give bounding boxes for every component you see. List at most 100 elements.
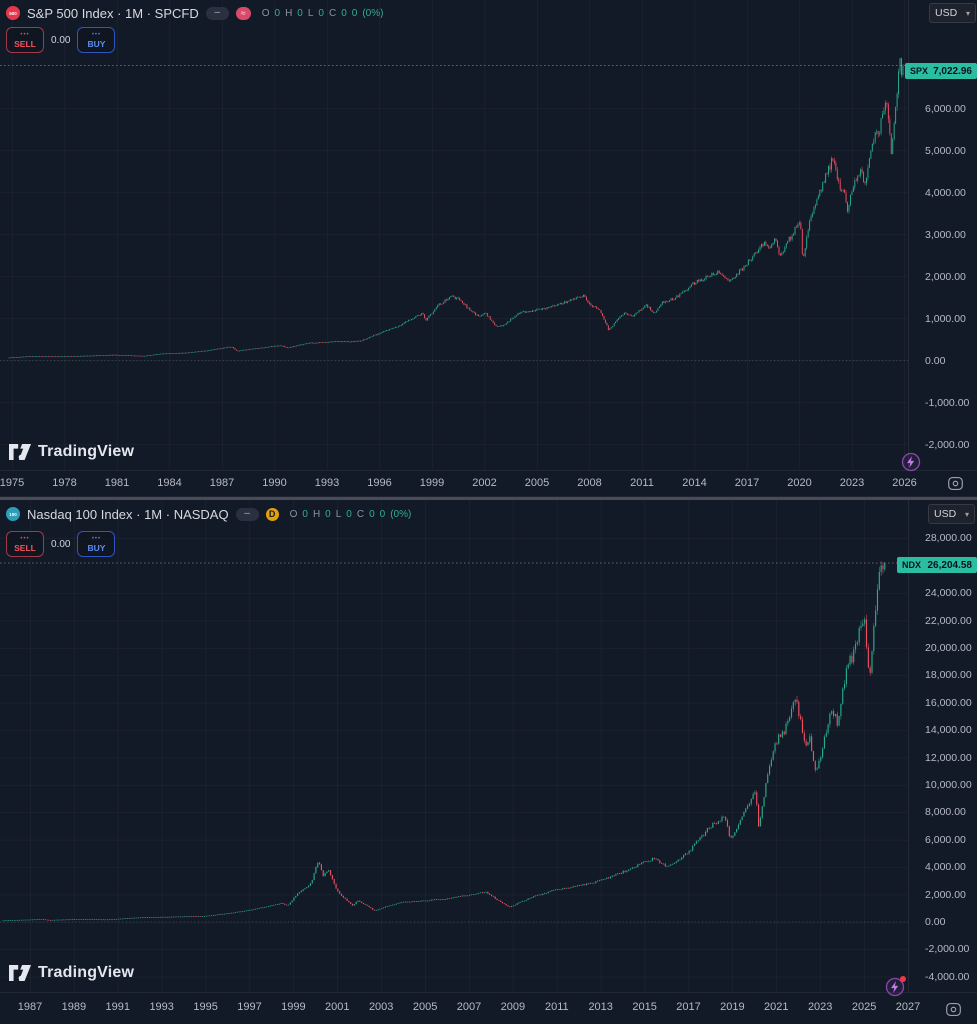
candlestick-chart-sp500[interactable] <box>0 0 908 470</box>
time-tick-label: 2011 <box>630 477 654 489</box>
time-tick-label: 1987 <box>17 1001 43 1013</box>
open-value: 0 <box>274 7 281 19</box>
close-label: C <box>356 508 365 520</box>
time-tick-label: 1995 <box>193 1001 218 1013</box>
buy-button[interactable]: ••• BUY <box>77 27 116 53</box>
sell-button[interactable]: ••• SELL <box>6 531 44 557</box>
time-tick-label: 1999 <box>281 1001 306 1013</box>
price-axis[interactable]: 6,000.00 5,000.00 4,000.00 3,000.00 2,000.00… <box>908 0 977 470</box>
time-tick-label: 2008 <box>577 477 602 489</box>
currency-selector[interactable]: USD ▾ <box>928 504 975 524</box>
tradingview-mark-icon <box>9 965 31 981</box>
time-tick-label: 2015 <box>632 1001 657 1013</box>
sell-button-label: SELL <box>14 542 36 553</box>
sell-menu-dots-icon: ••• <box>20 535 30 542</box>
price-tick-label: 1,000.00 <box>925 312 966 325</box>
time-tick-label: 2005 <box>412 1001 438 1013</box>
scale-settings-gear-icon[interactable] <box>947 475 964 492</box>
time-tick-label: 2013 <box>588 1001 613 1013</box>
scale-settings-gear-icon[interactable] <box>945 1001 962 1018</box>
market-status-icon[interactable]: ≈ <box>235 6 251 20</box>
time-tick-label: 1984 <box>157 477 182 489</box>
currency-selector[interactable]: USD ▾ <box>929 3 976 23</box>
trade-panel: ••• SELL 0.00 ••• BUY <box>6 531 116 557</box>
change-percent: (0%) <box>390 508 412 520</box>
legend-toggle-button[interactable]: – <box>235 507 259 521</box>
time-tick-label: 1978 <box>52 477 77 489</box>
close-value: 0 <box>369 508 375 520</box>
tradingview-logo[interactable]: TradingView <box>9 964 134 982</box>
low-label: L <box>335 508 342 520</box>
time-tick-label: 2027 <box>895 1001 921 1013</box>
instant-trading-lightning-icon[interactable] <box>885 976 906 997</box>
time-tick-label: 2021 <box>764 1001 789 1013</box>
price-tick-label: 24,000.00 <box>925 587 972 600</box>
buy-menu-dots-icon: ••• <box>91 31 102 38</box>
time-tick-label: 2003 <box>368 1001 394 1013</box>
time-tick-label: 2017 <box>676 1001 701 1013</box>
symbol-logo-icon: 500 <box>6 6 20 20</box>
time-tick-label: 2019 <box>720 1001 745 1013</box>
time-tick-label: 1996 <box>367 477 392 489</box>
last-price-label: NDX 26,204.58 <box>897 557 977 573</box>
time-tick-label: 1989 <box>61 1001 87 1013</box>
instant-trading-lightning-icon[interactable] <box>901 452 921 472</box>
time-tick-label: 1990 <box>262 477 287 489</box>
time-tick-label: 2011 <box>544 1001 569 1013</box>
price-tick-label: 0.00 <box>925 354 946 367</box>
chart-pane-nasdaq100: 28,000.00 24,000.00 22,000.00 20,000.00 18,0… <box>0 500 977 1024</box>
open-label: O <box>261 7 270 19</box>
open-label: O <box>289 508 298 520</box>
buy-button-label: BUY <box>87 542 106 553</box>
symbol-title[interactable]: S&P 500 Index · 1M · SPCFD <box>27 5 199 21</box>
price-label-symbol: NDX <box>902 560 922 570</box>
tradingview-logo[interactable]: TradingView <box>9 443 134 461</box>
time-tick-label: 1993 <box>149 1001 174 1013</box>
symbol-title[interactable]: Nasdaq 100 Index · 1M · NASDAQ <box>27 506 229 522</box>
time-tick-label: 1987 <box>209 477 235 489</box>
price-axis[interactable]: 28,000.00 24,000.00 22,000.00 20,000.00 18,0… <box>908 500 977 992</box>
price-tick-label: -1,000.00 <box>925 396 970 409</box>
price-tick-label: 20,000.00 <box>925 642 972 654</box>
time-tick-label: 2001 <box>325 1001 350 1013</box>
price-tick-label: -4,000.00 <box>925 970 970 983</box>
currency-value: USD <box>935 7 958 19</box>
tradingview-mark-icon <box>9 444 31 460</box>
change-percent: (0%) <box>362 7 384 19</box>
last-price-label: SPX 7,022.96 <box>905 63 977 79</box>
price-tick-label: 5,000.00 <box>925 144 966 157</box>
time-axis[interactable]: 1975 1978 1981 1984 1987 1990 1993 1996 1999 2002… <box>0 470 977 496</box>
time-tick-label: 2026 <box>892 477 917 489</box>
price-tick-label: 4,000.00 <box>925 186 966 199</box>
price-tick-label: 18,000.00 <box>925 669 972 682</box>
time-tick-label: 2002 <box>472 477 497 489</box>
price-tick-label: 2,000.00 <box>925 270 966 283</box>
currency-value: USD <box>934 508 957 520</box>
legend-toggle-button[interactable]: – <box>205 6 229 20</box>
spread-value: 0.00 <box>51 34 71 46</box>
price-label-value: 7,022.96 <box>933 65 972 77</box>
time-axis[interactable]: 1987 1989 1991 1993 1995 1997 1999 2001 2003 2005… <box>0 992 977 1024</box>
open-value: 0 <box>302 508 308 520</box>
tradingview-wordmark: TradingView <box>38 964 135 981</box>
price-tick-label: 6,000.00 <box>925 102 966 115</box>
time-tick-label: 2014 <box>682 477 707 489</box>
pane-separator[interactable] <box>0 496 977 500</box>
market-status-icon[interactable]: D <box>265 507 279 521</box>
price-tick-label: 0.00 <box>925 916 946 928</box>
sell-button[interactable]: ••• SELL <box>6 27 44 53</box>
price-tick-label: 2,000.00 <box>925 888 966 901</box>
chevron-down-icon: ▾ <box>964 509 969 519</box>
trade-panel: ••• SELL 0.00 ••• BUY <box>6 27 116 53</box>
buy-menu-dots-icon: ••• <box>91 535 102 542</box>
change-value: 0 <box>351 7 358 19</box>
price-tick-label: 12,000.00 <box>925 751 972 764</box>
price-tick-label: 14,000.00 <box>925 724 972 737</box>
candlestick-chart-nasdaq100[interactable] <box>0 500 908 992</box>
high-label: H <box>312 508 321 520</box>
time-tick-label: 1997 <box>237 1001 262 1013</box>
chevron-down-icon: ▾ <box>965 8 970 18</box>
buy-button[interactable]: ••• BUY <box>77 531 116 557</box>
time-tick-label: 2017 <box>734 477 760 489</box>
time-tick-label: 1999 <box>419 477 445 489</box>
